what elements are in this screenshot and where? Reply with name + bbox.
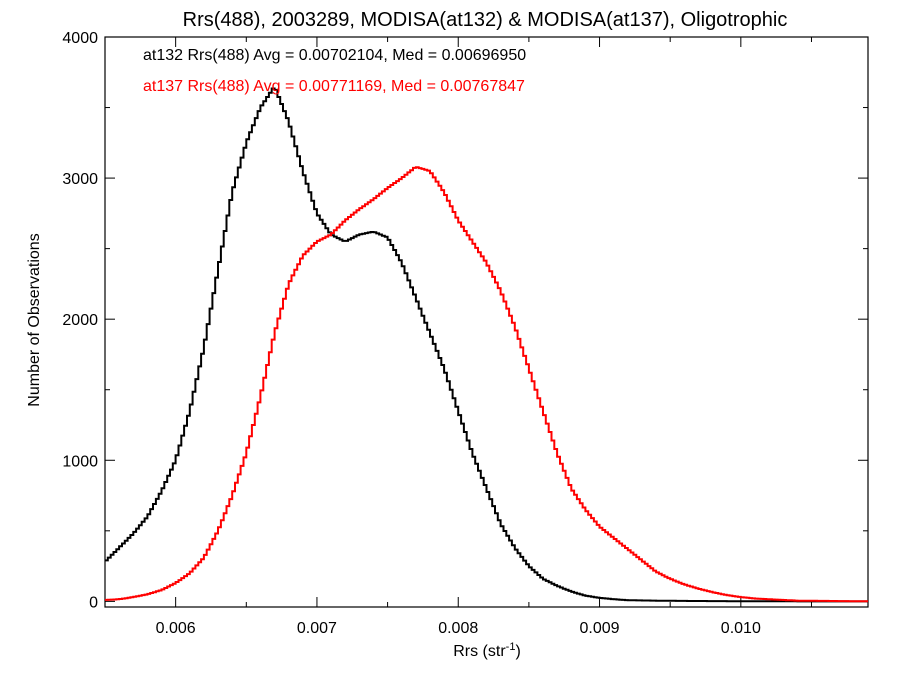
x-axis-label: Rrs (str-1) — [453, 641, 521, 660]
x-tick-label: 0.010 — [721, 620, 761, 637]
x-tick-label: 0.006 — [156, 620, 196, 637]
x-tick-label: 0.009 — [580, 620, 620, 637]
y-axis-label: Number of Observations — [26, 233, 43, 406]
y-tick-label: 4000 — [62, 30, 98, 47]
plot-frame — [104, 36, 869, 608]
y-tick-label: 0 — [89, 594, 98, 611]
y-tick-label: 3000 — [62, 171, 98, 188]
plot-border — [104, 36, 869, 608]
y-tick-label: 2000 — [62, 312, 98, 329]
series-layer — [105, 87, 868, 603]
chart-title: Rrs(488), 2003289, MODISA(at132) & MODIS… — [183, 9, 788, 31]
axis-ticks: 0.006 0.007 0.008 0.009 0.010 0 1000 2000 3000 40… — [62, 30, 868, 637]
annotation-at137: at137 Rrs(488) Avg = 0.00771169, Med = 0… — [143, 78, 525, 95]
x-tick-label: 0.008 — [438, 620, 478, 637]
series-line-1 — [105, 166, 868, 603]
x-axis-label-superscript: -1 — [506, 641, 516, 653]
x-axis-label-close: ) — [515, 643, 520, 660]
x-axis-label-main: Rrs (str — [453, 643, 506, 660]
annotation-at132: at132 Rrs(488) Avg = 0.00702104, Med = 0… — [143, 47, 526, 64]
y-tick-label: 1000 — [62, 453, 98, 470]
series-line-0 — [105, 87, 868, 603]
x-tick-label: 0.007 — [297, 620, 337, 637]
